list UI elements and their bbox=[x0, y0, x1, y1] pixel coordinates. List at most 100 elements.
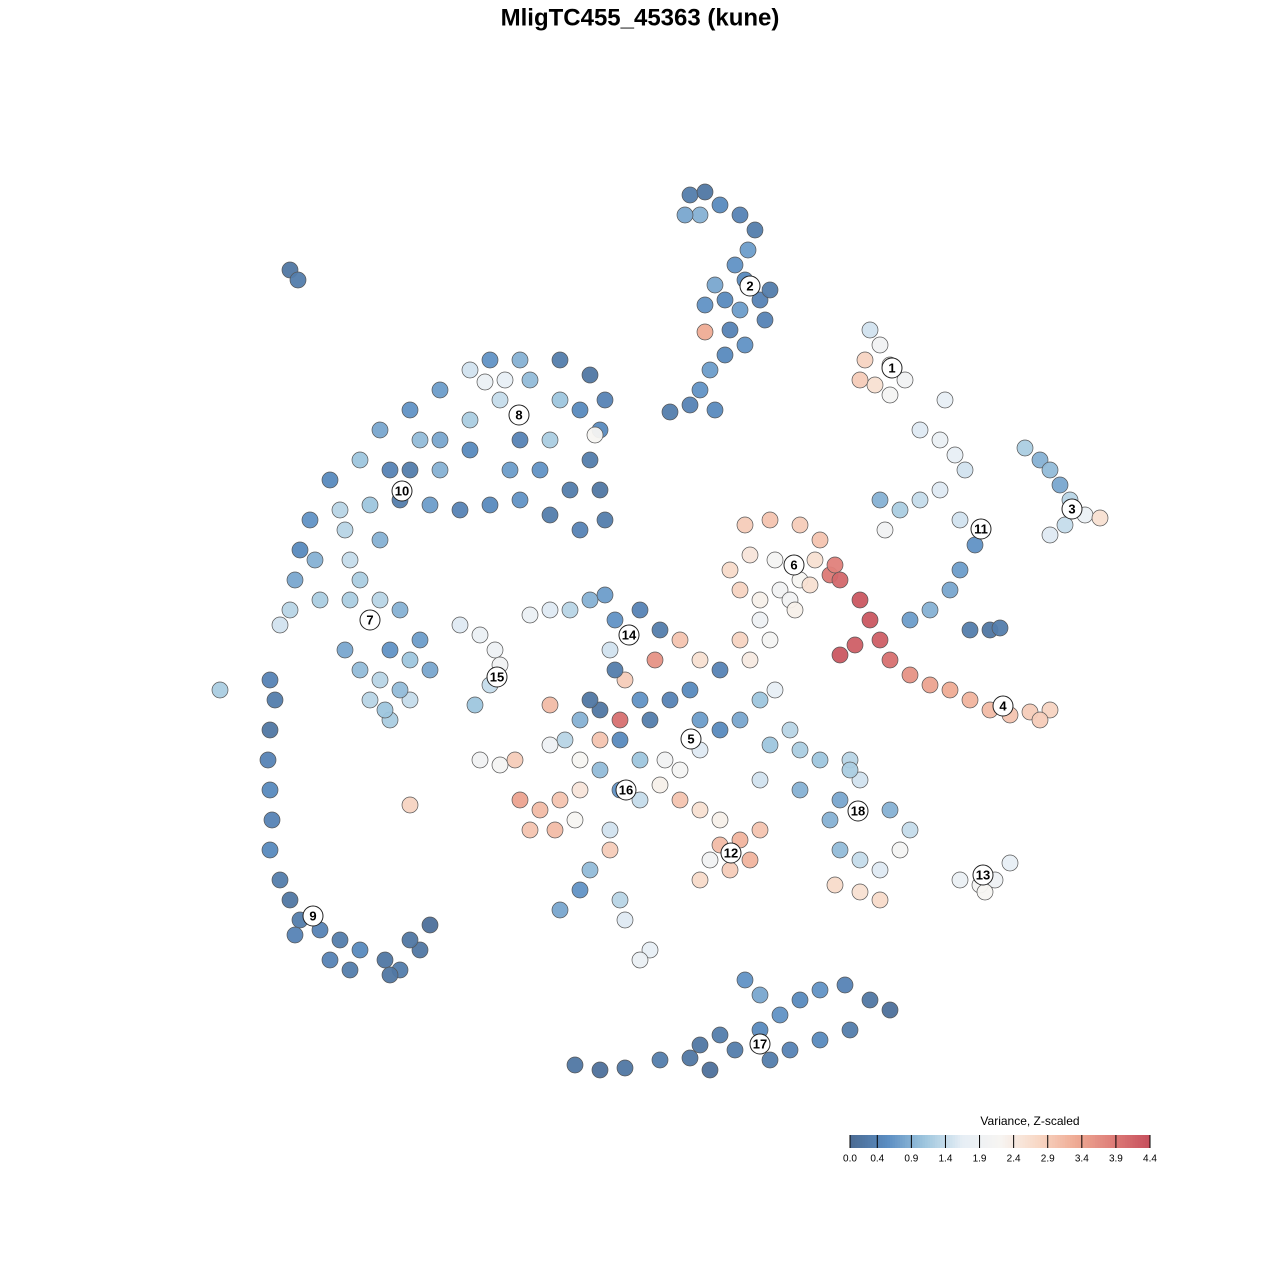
point bbox=[271, 871, 289, 889]
point bbox=[716, 346, 734, 364]
point bbox=[736, 971, 754, 989]
point bbox=[831, 791, 849, 809]
colorbar-segment bbox=[1002, 1135, 1006, 1148]
point bbox=[616, 911, 634, 929]
point bbox=[681, 681, 699, 699]
colorbar-segment bbox=[1075, 1135, 1078, 1148]
point bbox=[371, 671, 389, 689]
point bbox=[881, 801, 899, 819]
colorbar-segment bbox=[875, 1135, 878, 1148]
point bbox=[651, 776, 669, 794]
point bbox=[739, 241, 757, 259]
point bbox=[601, 841, 619, 859]
point bbox=[951, 561, 969, 579]
point bbox=[691, 871, 709, 889]
point bbox=[631, 601, 649, 619]
point bbox=[711, 721, 729, 739]
colorbar-tick-label: 3.9 bbox=[1109, 1154, 1123, 1165]
point bbox=[731, 206, 749, 224]
point bbox=[771, 1006, 789, 1024]
point bbox=[451, 616, 469, 634]
colorbar-segment bbox=[1142, 1135, 1146, 1148]
point bbox=[616, 671, 634, 689]
colorbar-segment bbox=[952, 1135, 956, 1148]
colorbar-segment bbox=[1062, 1135, 1066, 1148]
point bbox=[831, 571, 849, 589]
point bbox=[551, 791, 569, 809]
point bbox=[1056, 516, 1074, 534]
colorbar-tick-label: 0.9 bbox=[904, 1154, 918, 1165]
colorbar-segment bbox=[1097, 1135, 1101, 1148]
colorbar-segment bbox=[1040, 1135, 1043, 1148]
point bbox=[411, 631, 429, 649]
point bbox=[846, 636, 864, 654]
cluster-label: 5 bbox=[687, 731, 694, 746]
colorbar-segment bbox=[1050, 1135, 1053, 1148]
colorbar-segment bbox=[870, 1135, 873, 1148]
point bbox=[836, 976, 854, 994]
point bbox=[541, 736, 559, 754]
point bbox=[351, 941, 369, 959]
point bbox=[661, 403, 679, 421]
point bbox=[511, 491, 529, 509]
cluster-label: 16 bbox=[619, 782, 633, 797]
colorbar-segment bbox=[1122, 1135, 1126, 1148]
colorbar-segment bbox=[850, 1135, 853, 1148]
cluster-marker bbox=[359, 609, 381, 631]
point bbox=[811, 751, 829, 769]
colorbar-segment bbox=[1015, 1135, 1018, 1148]
colorbar-segment bbox=[867, 1135, 871, 1148]
chart-title: MligTC455_45363 (kune) bbox=[501, 4, 780, 31]
colorbar-segment bbox=[965, 1135, 968, 1148]
point bbox=[901, 666, 919, 684]
point bbox=[681, 186, 699, 204]
point bbox=[881, 1001, 899, 1019]
point bbox=[721, 561, 739, 579]
point bbox=[861, 321, 879, 339]
point bbox=[751, 591, 769, 609]
colorbar-segment bbox=[917, 1135, 921, 1148]
colorbar-segment bbox=[1135, 1135, 1138, 1148]
point bbox=[581, 451, 599, 469]
cluster-label: 7 bbox=[366, 612, 373, 627]
point bbox=[811, 531, 829, 549]
point bbox=[871, 491, 889, 509]
point bbox=[761, 281, 779, 299]
point bbox=[851, 883, 869, 901]
point bbox=[586, 426, 604, 444]
colorbar-segment bbox=[967, 1135, 971, 1148]
point bbox=[881, 386, 899, 404]
point bbox=[851, 851, 869, 869]
colorbar-segment bbox=[975, 1135, 978, 1148]
point bbox=[896, 371, 914, 389]
point bbox=[751, 611, 769, 629]
point bbox=[851, 371, 869, 389]
point bbox=[261, 721, 279, 739]
point bbox=[401, 461, 419, 479]
point bbox=[289, 271, 307, 289]
colorbar-segment bbox=[995, 1135, 998, 1148]
colorbar-segment bbox=[1137, 1135, 1141, 1148]
colorbar-segment bbox=[982, 1135, 986, 1148]
point bbox=[766, 551, 784, 569]
colorbar-segment bbox=[1110, 1135, 1113, 1148]
cluster-marker bbox=[992, 695, 1014, 717]
point bbox=[761, 736, 779, 754]
colorbar-segment bbox=[885, 1135, 888, 1148]
point bbox=[1016, 439, 1034, 457]
point bbox=[556, 731, 574, 749]
colorbar-tick-label: 3.4 bbox=[1075, 1154, 1089, 1165]
point bbox=[336, 641, 354, 659]
colorbar-segment bbox=[955, 1135, 958, 1148]
cluster-marker bbox=[486, 666, 508, 688]
point bbox=[911, 491, 929, 509]
colorbar-segment bbox=[1020, 1135, 1023, 1148]
cluster-marker bbox=[391, 480, 413, 502]
point bbox=[841, 1021, 859, 1039]
point bbox=[976, 883, 994, 901]
point bbox=[551, 391, 569, 409]
point bbox=[891, 501, 909, 519]
point bbox=[541, 506, 559, 524]
colorbar-segment bbox=[895, 1135, 898, 1148]
